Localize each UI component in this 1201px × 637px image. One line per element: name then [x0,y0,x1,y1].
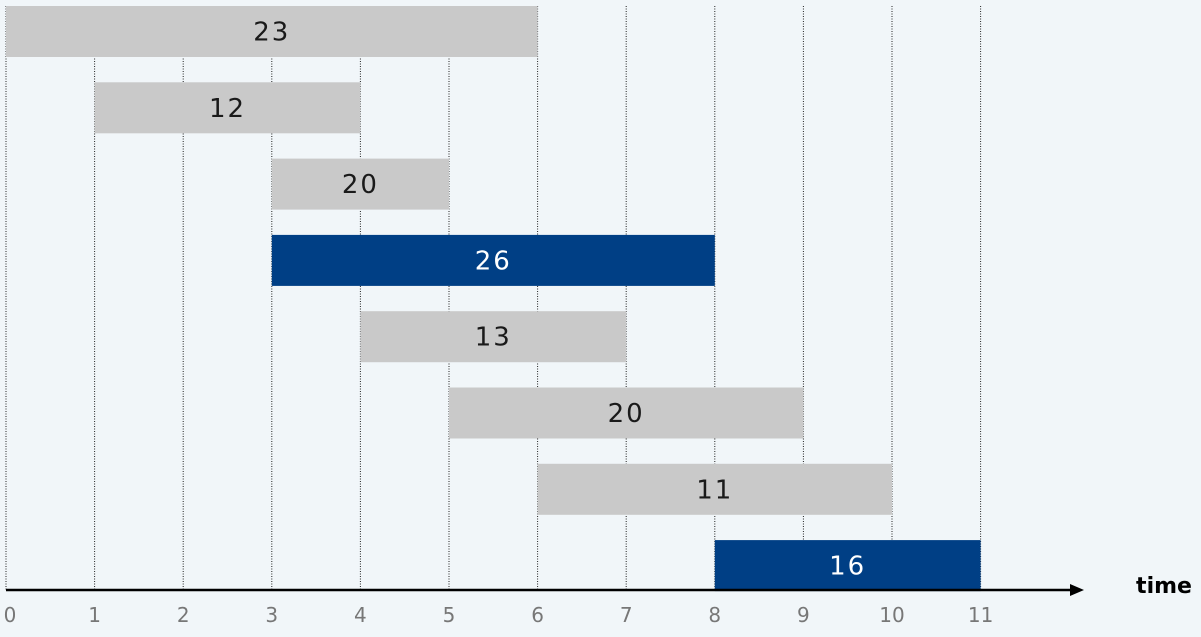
axis-arrowhead [1070,584,1084,596]
tick-label: 11 [968,603,993,627]
interval-rect [271,158,449,210]
interval-bar: 20 [449,387,804,439]
interval-rect [537,463,892,515]
interval-weight-label: 26 [475,246,512,276]
interval-bar: 11 [537,463,892,515]
tick-labels: 0 1 2 3 4 5 6 7 8 9 10 11 [4,603,994,627]
tick-label: 10 [879,603,904,627]
axis-label: time [1136,574,1192,599]
interval-rect [271,234,715,286]
interval-rect [6,6,538,57]
interval-rect [714,540,981,592]
tick-label: 8 [708,603,721,627]
interval-rect [94,82,361,134]
tick-label: 7 [620,603,633,627]
tick-label: 5 [443,603,456,627]
interval-bar: 12 [94,82,361,134]
interval-rect [360,311,627,363]
interval-weight-label: 16 [829,552,866,582]
interval-rect [449,387,804,439]
interval-weight-label: 20 [342,170,379,200]
interval-weight-label: 13 [475,323,512,353]
tick-label: 6 [531,603,544,627]
interval-bar-selected: 16 [714,540,981,592]
tick-label: 9 [797,603,810,627]
tick-label: 3 [265,603,278,627]
tick-label: 4 [354,603,367,627]
tick-label: 1 [88,603,101,627]
interval-bars: 23 12 20 26 13 20 11 16 [6,6,981,592]
interval-bar: 20 [271,158,449,210]
tick-label: 2 [177,603,190,627]
interval-weight-label: 23 [253,18,290,48]
interval-bar-selected: 26 [271,234,715,286]
interval-weight-label: 20 [608,399,645,429]
tick-label: 0 [4,603,17,627]
time-axis: time [6,574,1192,599]
interval-weight-label: 12 [209,94,246,124]
interval-weight-label: 11 [696,475,733,505]
interval-bar: 13 [360,311,627,363]
interval-bar: 23 [6,6,538,57]
